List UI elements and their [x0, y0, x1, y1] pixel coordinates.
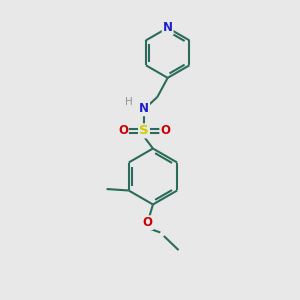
Text: O: O	[142, 216, 153, 229]
Text: H: H	[125, 97, 133, 107]
Text: O: O	[118, 124, 128, 137]
Text: N: N	[163, 21, 173, 34]
Text: S: S	[139, 124, 149, 137]
Text: N: N	[139, 102, 149, 115]
Text: O: O	[160, 124, 170, 137]
